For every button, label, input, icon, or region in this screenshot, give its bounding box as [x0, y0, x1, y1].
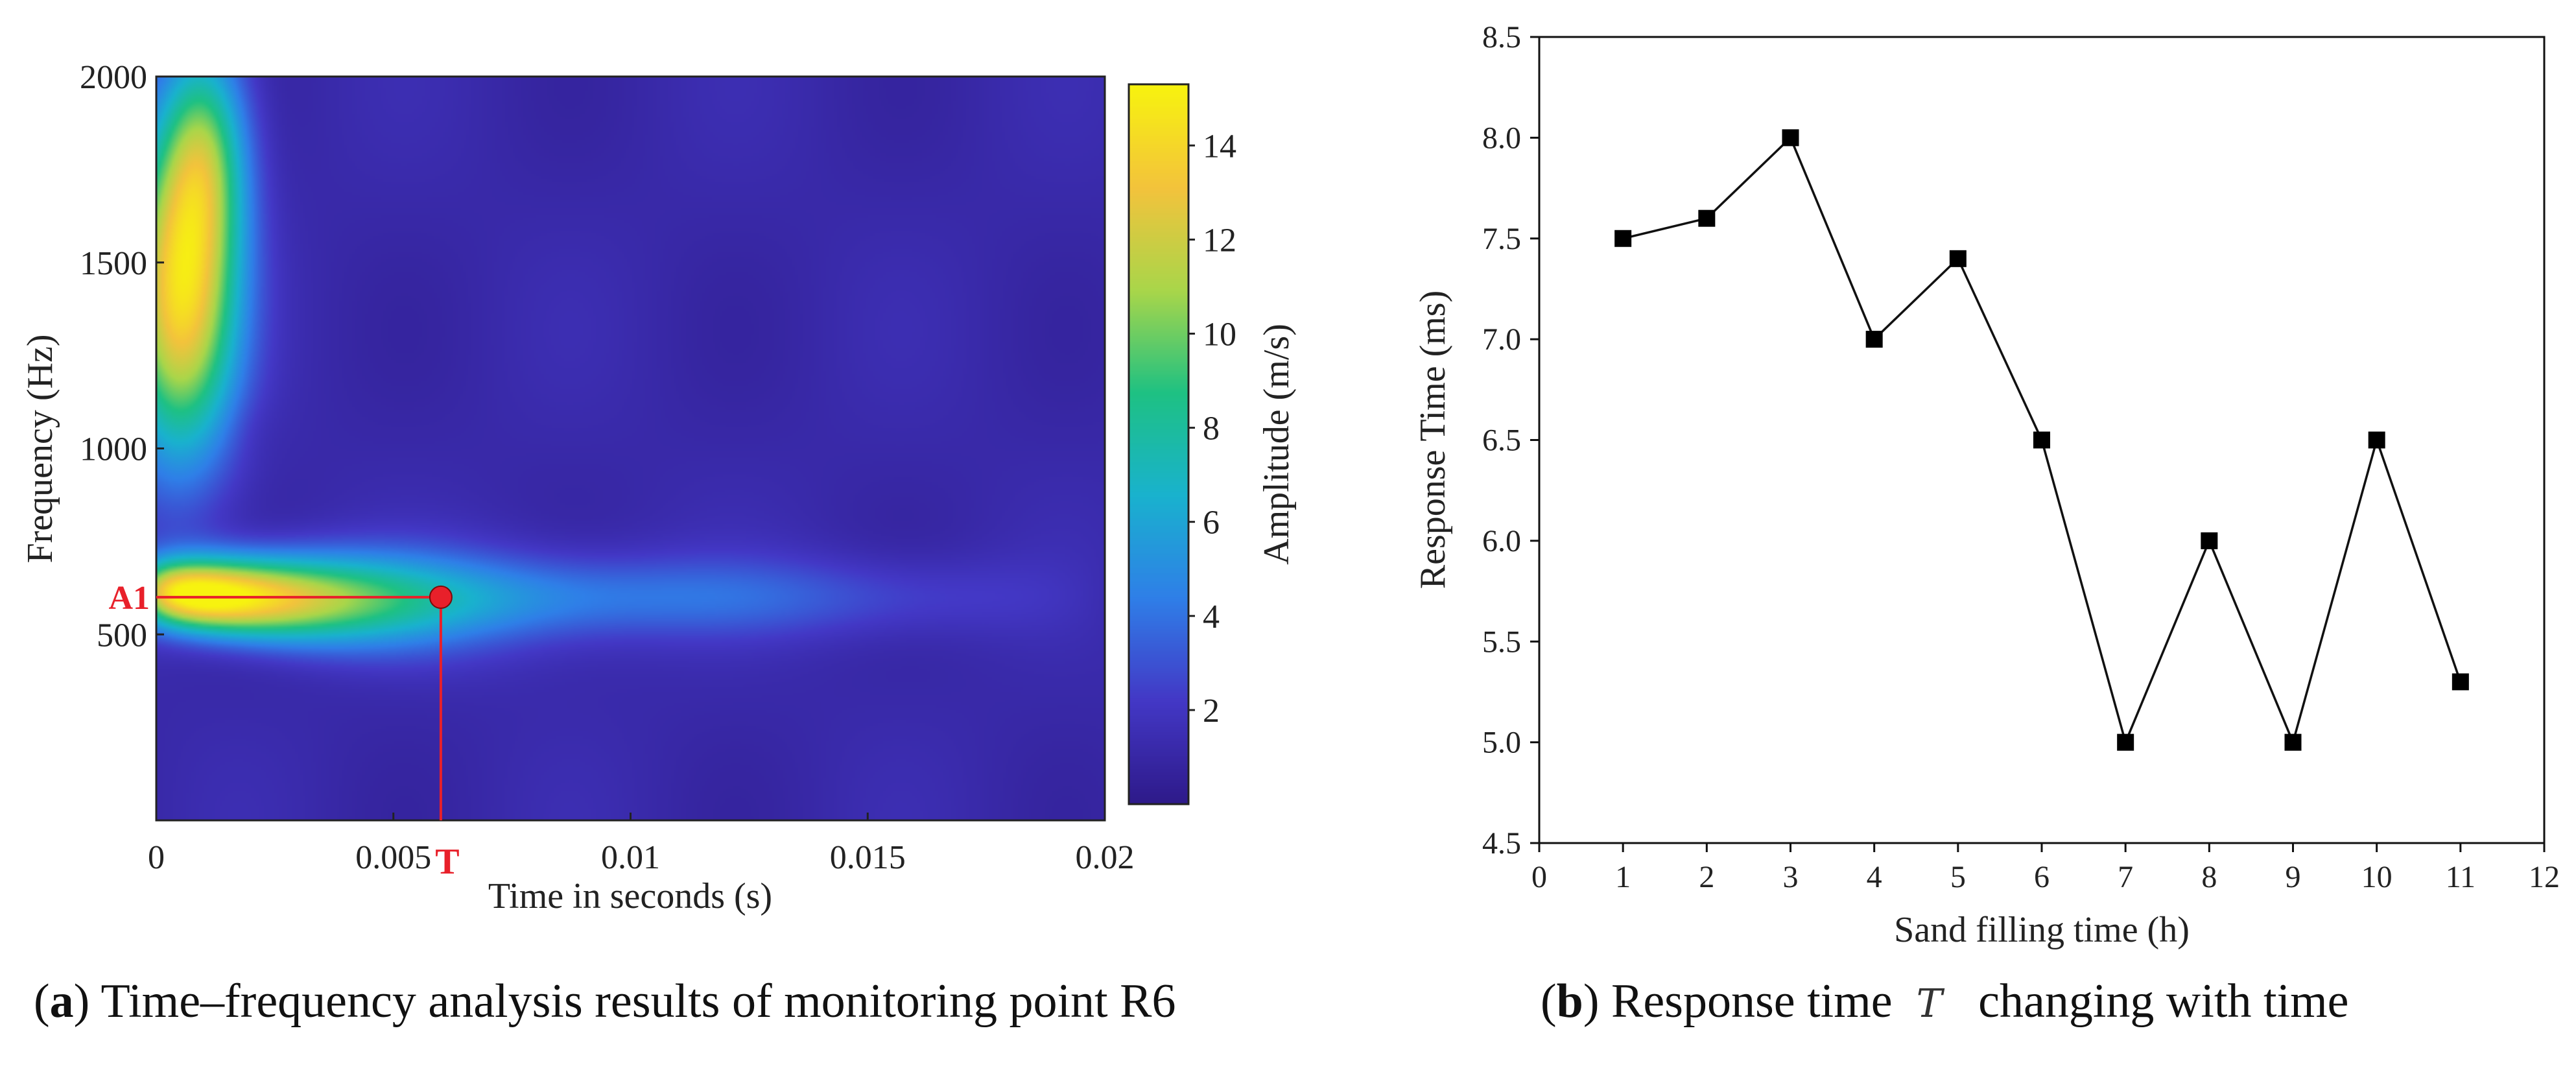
heatmap-y-tick-label: 1000 — [80, 431, 147, 468]
colorbar-tick-label: 6 — [1203, 505, 1220, 542]
line-chart-y-tick-label: 8.5 — [1482, 20, 1521, 54]
colorbar-gradient — [1129, 84, 1188, 804]
heatmap-x-tick-label: 0.02 — [1076, 839, 1135, 876]
line-chart-y-tick-label: 6.0 — [1482, 524, 1521, 558]
line-chart-x-tick-label: 6 — [2034, 860, 2050, 894]
t-a1-point — [429, 585, 453, 609]
line-chart-x-tick-label: 2 — [1699, 860, 1714, 894]
caption-a-label: a — [49, 975, 74, 1028]
caption-a-text: Time–frequency analysis results of monit… — [100, 975, 1176, 1028]
t-a1-annotation: A1 T — [108, 580, 459, 882]
line-chart-x-tick-label: 10 — [2361, 860, 2393, 894]
colorbar-tick-label: 10 — [1203, 316, 1236, 353]
caption-b-label: b — [1556, 975, 1583, 1028]
heatmap-y-tick-label: 500 — [97, 617, 147, 654]
caption-b-text-prefix: Response time — [1611, 975, 1893, 1028]
caption-a: (a) Time–frequency analysis results of m… — [34, 975, 1176, 1028]
response-time-marker — [1865, 331, 1883, 348]
caption-b-text-suffix: changing with time — [1978, 975, 2349, 1028]
colorbar-title: Amplitude (m/s) — [1257, 324, 1297, 565]
panel-b-line-chart: 0 1 2 3 4 5 6 7 8 9 10 11 12 4.55.05.56.06.57.07.58.… — [1413, 20, 2560, 950]
heatmap-field — [156, 77, 1105, 820]
caption-b: (b) Response time T changing with time — [1541, 975, 2349, 1028]
heatmap-y-tick-label: 2000 — [80, 59, 147, 96]
line-chart-x-tick-label: 3 — [1783, 860, 1799, 894]
t-label: T — [435, 842, 459, 882]
line-chart-x-axis: 0 1 2 3 4 5 6 7 8 9 10 11 12 — [1531, 843, 2560, 894]
colorbar-tick-label: 4 — [1203, 599, 1220, 636]
colorbar-tick-label: 2 — [1203, 693, 1220, 730]
line-chart-x-tick-label: 0 — [1531, 860, 1547, 894]
colorbar-tick-label: 8 — [1203, 411, 1220, 447]
line-chart-x-axis-title: Sand filling time (h) — [1894, 910, 2190, 950]
line-chart-x-tick-label: 11 — [2446, 860, 2476, 894]
colorbar-tick-label: 12 — [1203, 222, 1236, 259]
response-time-marker — [1782, 129, 1799, 147]
line-chart-x-tick-label: 12 — [2529, 860, 2560, 894]
colorbar-axis: 2 4 6 8 10 12 14 — [1188, 128, 1236, 730]
response-time-marker — [2201, 532, 2218, 549]
response-time-marker — [1949, 250, 1967, 267]
line-chart-y-tick-label: 6.5 — [1482, 423, 1521, 458]
heatmap-y-tick-label: 1500 — [80, 245, 147, 282]
heatmap-x-tick-label: 0 — [148, 839, 165, 876]
a1-label: A1 — [108, 580, 150, 617]
response-time-marker — [2368, 431, 2385, 449]
line-chart-y-tick-label: 7.0 — [1482, 322, 1521, 357]
caption-b-symbol: T — [1916, 981, 1943, 1027]
heatmap-y-axis-title: Frequency (Hz) — [20, 335, 60, 564]
heatmap-x-axis: 0 0.005 0.01 0.015 0.02 — [148, 813, 1135, 876]
heatmap-x-tick-label: 0.01 — [601, 839, 660, 876]
line-chart-y-tick-label: 5.5 — [1482, 625, 1521, 659]
line-chart-x-tick-label: 5 — [1950, 860, 1966, 894]
heatmap-x-tick-label: 0.015 — [830, 839, 906, 876]
response-time-marker — [2284, 733, 2302, 751]
response-time-marker — [2033, 431, 2050, 449]
line-chart-x-tick-label: 4 — [1867, 860, 1882, 894]
line-chart-y-tick-label: 4.5 — [1482, 826, 1521, 861]
response-time-marker — [2117, 733, 2134, 751]
colorbar-tick-label: 14 — [1203, 128, 1236, 165]
line-chart-y-tick-label: 8.0 — [1482, 121, 1521, 155]
response-time-marker — [1614, 230, 1632, 247]
line-chart-y-tick-label: 5.0 — [1482, 726, 1521, 760]
line-chart-x-tick-label: 9 — [2286, 860, 2301, 894]
response-time-marker — [2452, 673, 2469, 691]
line-chart-x-tick-label: 8 — [2201, 860, 2217, 894]
heatmap-x-tick-label: 0.005 — [355, 839, 431, 876]
line-chart-y-axis-title: Response Time (ms) — [1413, 291, 1453, 589]
panel-a-heatmap: 0 0.005 0.01 0.015 0.02 500 1000 1500 2000 Time… — [20, 59, 1297, 916]
response-time-markers — [1614, 129, 2469, 751]
heatmap-y-axis: 500 1000 1500 2000 — [80, 59, 164, 654]
line-chart-x-tick-label: 1 — [1615, 860, 1631, 894]
line-chart-y-tick-label: 7.5 — [1482, 222, 1521, 256]
heatmap-x-axis-title: Time in seconds (s) — [488, 876, 772, 916]
colorbar-frame — [1128, 83, 1190, 805]
response-time-marker — [1698, 209, 1716, 227]
line-chart-y-axis: 4.5 5.0 5.5 6.0 6.5 7.0 7.5 8.0 8.5 — [1482, 20, 1539, 861]
line-chart-x-tick-label: 7 — [2118, 860, 2133, 894]
